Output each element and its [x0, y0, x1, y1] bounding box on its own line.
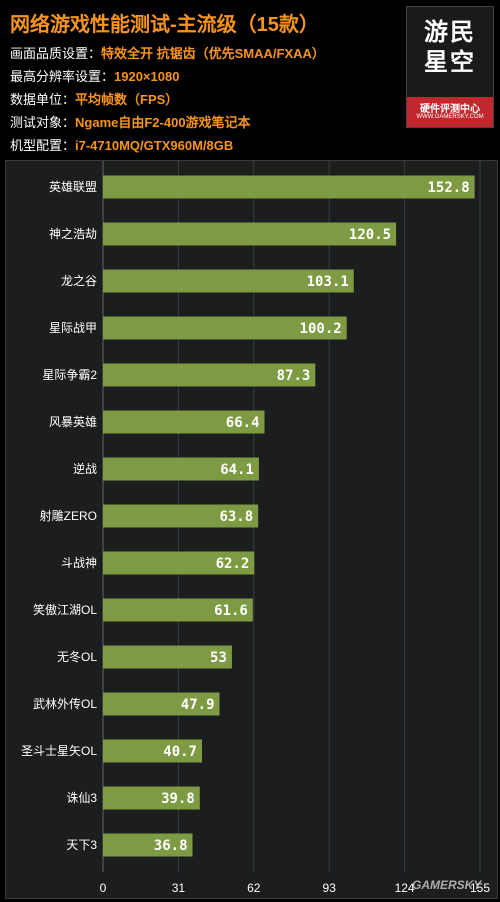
- bar-value-label: 36.8: [154, 838, 188, 854]
- bar-value-label: 87.3: [277, 368, 311, 384]
- spec-unit-value: 平均帧数（FPS）: [75, 92, 179, 107]
- bar-value-label: 47.9: [181, 697, 215, 713]
- category-label: 星际争霸2: [42, 368, 97, 382]
- watermark: GAMERSKY: [412, 878, 482, 892]
- spec-quality: 画面品质设置：特效全开 抗锯齿（优先SMAA/FXAA）: [10, 43, 325, 62]
- category-label: 星际战甲: [49, 321, 97, 335]
- category-label: 圣斗士星矢OL: [21, 744, 97, 758]
- spec-quality-label: 画面品质设置：: [10, 46, 102, 61]
- bar: [103, 363, 316, 387]
- category-label: 诛仙3: [66, 791, 97, 805]
- bar-value-label: 120.5: [349, 227, 391, 243]
- bar-value-label: 152.8: [427, 180, 469, 196]
- spec-resolution: 最高分辨率设置：1920×1080: [10, 66, 179, 85]
- spec-unit-label: 数据单位：: [10, 92, 76, 107]
- spec-unit: 数据单位：平均帧数（FPS）: [10, 89, 178, 108]
- spec-config-label: 机型配置：: [10, 138, 76, 153]
- spec-subject-label: 测试对象：: [10, 115, 76, 130]
- category-label: 笑傲江湖OL: [33, 602, 97, 617]
- bar: [103, 269, 354, 293]
- bar-value-label: 64.1: [220, 462, 254, 478]
- bar: [103, 551, 255, 575]
- spec-resolution-label: 最高分辨率设置：: [10, 69, 115, 84]
- x-tick-label: 0: [100, 881, 107, 895]
- logo-text: 游民 星空: [407, 17, 493, 77]
- spec-config: 机型配置：i7-4710MQ/GTX960M/8GB: [10, 135, 233, 154]
- bar-value-label: 53: [210, 650, 227, 666]
- chart-title: 网络游戏性能测试-主流级（15款）: [10, 14, 319, 36]
- bar-value-label: 63.8: [219, 509, 253, 525]
- category-label: 逆战: [73, 461, 97, 476]
- logo-subtitle: 硬件评测中心: [420, 104, 480, 115]
- x-tick-label: 93: [323, 881, 337, 895]
- spec-resolution-value: 1920×1080: [114, 69, 180, 84]
- bar-value-label: 39.8: [161, 791, 195, 807]
- spec-subject: 测试对象：Ngame自由F2-400游戏笔记本: [10, 112, 251, 131]
- x-tick-label: 155: [470, 881, 490, 895]
- chart-header: 网络游戏性能测试-主流级（15款） 画面品质设置：特效全开 抗锯齿（优先SMAA…: [0, 0, 500, 160]
- bar: [103, 786, 200, 810]
- category-label: 天下3: [66, 838, 97, 852]
- spec-quality-value: 特效全开 抗锯齿（优先SMAA/FXAA）: [101, 46, 325, 61]
- spec-subject-value: Ngame自由F2-400游戏笔记本: [75, 115, 251, 130]
- bar-value-label: 100.2: [300, 321, 342, 337]
- category-label: 神之浩劫: [49, 227, 97, 241]
- bar: [103, 457, 259, 481]
- x-tick-label: 31: [172, 881, 186, 895]
- bar: [103, 692, 220, 716]
- category-label: 射雕ZERO: [40, 508, 97, 523]
- bar: [103, 316, 347, 340]
- category-label: 无冬OL: [57, 649, 97, 664]
- bar-value-label: 66.4: [226, 415, 260, 431]
- bar-value-label: 40.7: [163, 744, 197, 760]
- chart-panel: 0 31 62 93 124 155 英雄联盟 152.8 神之浩劫 120.5 龙之谷 103.1 星…: [5, 160, 498, 899]
- bar: [103, 645, 232, 669]
- bar: [103, 504, 259, 528]
- bar-chart: 0 31 62 93 124 155 英雄联盟 152.8 神之浩劫 120.5 龙之谷 103.1 星…: [21, 161, 490, 895]
- gamersky-logo: 游民 星空 硬件评测中心 WWW.GAMERSKY.COM: [406, 6, 494, 128]
- bar: [103, 739, 202, 763]
- logo-text-line2: 星空: [424, 47, 476, 76]
- bar: [103, 222, 397, 246]
- bar: [103, 175, 475, 199]
- bar-value-label: 61.6: [214, 603, 248, 619]
- x-tick-label: 62: [247, 881, 261, 895]
- category-label: 风暴英雄: [49, 414, 97, 429]
- logo-band: 硬件评测中心 WWW.GAMERSKY.COM: [407, 97, 493, 127]
- spec-config-value: i7-4710MQ/GTX960M/8GB: [75, 138, 234, 153]
- bar: [103, 598, 253, 622]
- category-label: 武林外传OL: [33, 696, 97, 711]
- logo-text-line1: 游民: [424, 17, 476, 46]
- logo-url: WWW.GAMERSKY.COM: [416, 114, 484, 120]
- category-label: 英雄联盟: [49, 179, 97, 194]
- category-label: 龙之谷: [61, 274, 97, 288]
- category-label: 斗战神: [61, 556, 97, 570]
- bar: [103, 833, 193, 857]
- bar-value-label: 103.1: [307, 274, 349, 290]
- x-tick-label: 124: [395, 881, 415, 895]
- bar-value-label: 62.2: [216, 556, 250, 572]
- bar: [103, 410, 265, 434]
